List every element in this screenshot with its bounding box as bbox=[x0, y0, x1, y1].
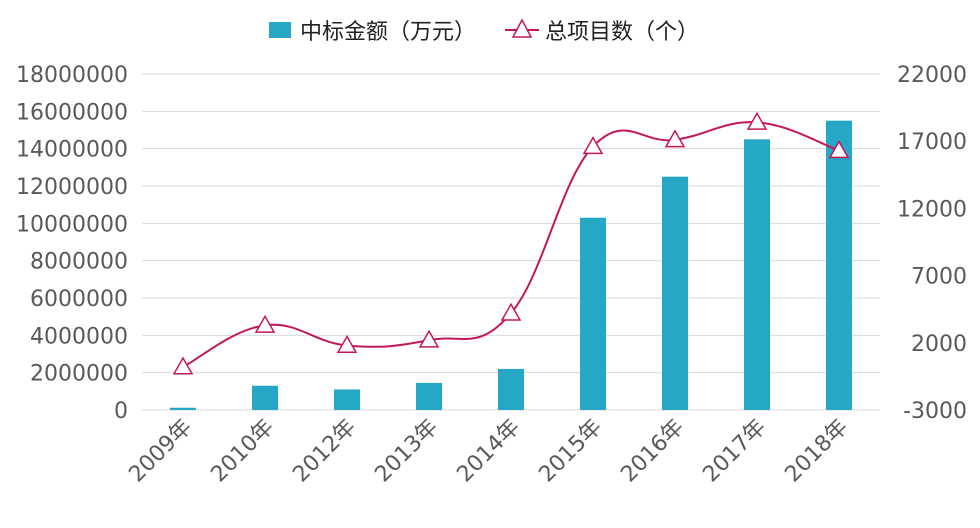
x-category-label: 2013年 bbox=[370, 415, 443, 488]
bar-2009年 bbox=[170, 407, 196, 410]
line-marker-2016年 bbox=[664, 129, 686, 148]
left-tick-label: 14000000 bbox=[16, 138, 128, 163]
gridlines bbox=[142, 73, 880, 411]
left-tick-label: 18000000 bbox=[16, 63, 128, 88]
x-axis-categories: 2009年 2010年 2012年 2013年 2014年 2015年 2016年 2017年… bbox=[124, 415, 853, 488]
right-axis-ticks: -3000 2000 7000 12000 17000 22000 bbox=[897, 63, 967, 424]
line-marker-2013年 bbox=[418, 329, 440, 348]
bar-2012年 bbox=[334, 389, 360, 410]
line-marker-2010年 bbox=[254, 314, 276, 333]
left-tick-label: 10000000 bbox=[16, 212, 128, 237]
line-path bbox=[182, 121, 840, 368]
right-tick-label: -3000 bbox=[903, 399, 967, 424]
left-tick-label: 0 bbox=[114, 399, 128, 424]
x-category-label: 2012年 bbox=[288, 415, 361, 488]
bar-2015年 bbox=[580, 217, 606, 410]
left-tick-label: 2000000 bbox=[30, 362, 128, 387]
bar-series bbox=[170, 120, 852, 411]
bar-2017年 bbox=[744, 139, 770, 411]
line-marker-2009年 bbox=[172, 356, 194, 375]
x-category-label: 2016年 bbox=[616, 415, 689, 488]
right-tick-label: 7000 bbox=[911, 265, 967, 290]
left-tick-label: 12000000 bbox=[16, 175, 128, 200]
line-marker-2018年 bbox=[828, 140, 850, 159]
line-marker-2012年 bbox=[336, 334, 358, 353]
x-category-label: 2018年 bbox=[780, 415, 853, 488]
legend-triangle-icon bbox=[511, 18, 533, 38]
line-marker-2017年 bbox=[746, 111, 768, 130]
line-marker-2015年 bbox=[582, 136, 604, 155]
bar-2016年 bbox=[662, 176, 688, 410]
legend-line-label: 总项目数（个） bbox=[545, 20, 699, 45]
left-axis-ticks: 0 2000000 4000000 6000000 8000000 10000000 120… bbox=[16, 63, 128, 424]
line-series bbox=[172, 111, 850, 375]
right-tick-label: 17000 bbox=[897, 130, 967, 155]
left-tick-label: 8000000 bbox=[30, 250, 128, 275]
right-tick-label: 12000 bbox=[897, 197, 967, 222]
line-marker-2014年 bbox=[500, 302, 522, 321]
legend-bar-label: 中标金额（万元） bbox=[300, 20, 476, 45]
bar-2018年 bbox=[826, 120, 852, 411]
left-tick-label: 6000000 bbox=[30, 287, 128, 312]
x-category-label: 2014年 bbox=[452, 415, 525, 488]
right-tick-label: 2000 bbox=[911, 332, 967, 357]
bar-2014年 bbox=[498, 368, 524, 410]
left-tick-label: 16000000 bbox=[16, 100, 128, 125]
legend: 中标金额（万元） 总项目数（个） bbox=[269, 18, 699, 45]
bar-2010年 bbox=[252, 385, 278, 410]
legend-bar-swatch bbox=[269, 22, 291, 38]
bar-2013年 bbox=[416, 382, 442, 410]
right-tick-label: 22000 bbox=[897, 63, 967, 88]
left-tick-label: 4000000 bbox=[30, 324, 128, 349]
x-category-label: 2010年 bbox=[206, 415, 279, 488]
x-category-label: 2015年 bbox=[534, 415, 607, 488]
x-category-label: 2017年 bbox=[698, 415, 771, 488]
x-category-label: 2009年 bbox=[124, 415, 197, 488]
